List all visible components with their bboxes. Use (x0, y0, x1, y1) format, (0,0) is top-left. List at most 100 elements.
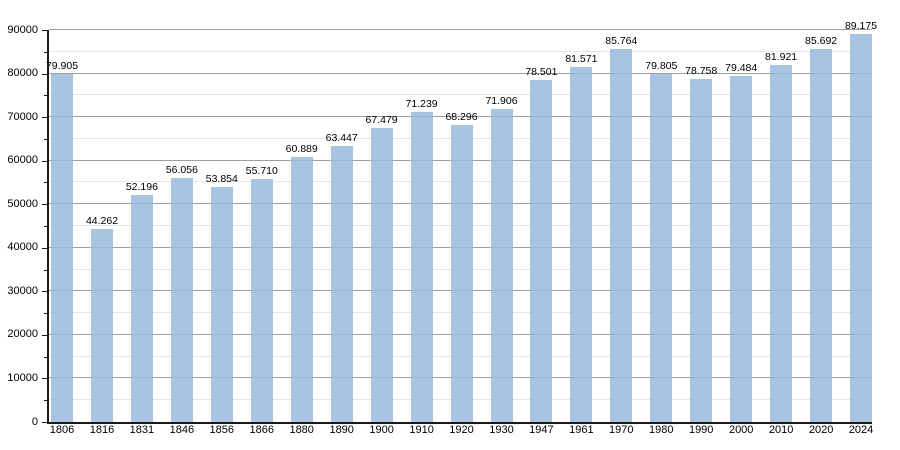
y-minor-tick (44, 95, 49, 97)
bar-value-label: 68.296 (445, 110, 478, 123)
bar (410, 111, 433, 422)
bar-value-label: 79.805 (645, 60, 678, 73)
x-axis-tick-label: 1866 (249, 424, 275, 436)
x-axis-tick-label: 1890 (329, 424, 354, 436)
bar-value-label: 89.175 (844, 19, 878, 32)
bar (250, 179, 273, 422)
y-minor-tick (44, 400, 49, 402)
y-major-tick (42, 247, 49, 249)
bar-value-label: 85.692 (805, 34, 838, 47)
y-axis-tick-label: 70000 (7, 110, 38, 123)
x-axis-tick-label: 1970 (609, 424, 634, 436)
bar-value-label: 63.447 (325, 131, 358, 144)
y-minor-tick (44, 269, 49, 271)
major-gridline (49, 72, 872, 74)
y-minor-tick (44, 182, 49, 184)
y-axis-tick-label: 40000 (7, 241, 38, 254)
bar (650, 74, 673, 422)
x-axis-tick-label: 2000 (728, 424, 754, 436)
y-minor-tick (44, 356, 49, 358)
minor-gridline (49, 94, 872, 96)
y-minor-tick (44, 138, 49, 140)
bar (210, 187, 233, 422)
bar (51, 74, 73, 422)
bar (690, 79, 713, 422)
x-axis-tick-label: 1806 (49, 424, 75, 436)
y-major-tick (42, 291, 49, 293)
bar-value-label: 56.056 (165, 163, 198, 176)
bar-value-label: 78.758 (685, 65, 718, 77)
bar-value-label: 53.854 (205, 173, 238, 186)
bar-value-label: 71.906 (485, 94, 518, 107)
bar-value-label: 71.239 (405, 97, 438, 110)
bar (610, 48, 633, 422)
y-axis-tick-label: 80000 (7, 67, 38, 80)
y-minor-tick (44, 226, 49, 227)
y-major-tick (42, 30, 49, 31)
y-axis-tick-label: 20000 (7, 328, 38, 341)
bar-value-label: 52.196 (125, 180, 158, 193)
x-axis-line (47, 422, 872, 424)
x-axis-tick-label: 1961 (569, 424, 594, 436)
x-axis-tick-label: 1947 (529, 424, 554, 436)
y-major-tick (42, 117, 49, 119)
x-axis-tick-label: 1900 (369, 424, 394, 436)
x-axis-tick-label: 1990 (688, 424, 714, 436)
x-axis-tick-label: 1831 (129, 424, 155, 436)
x-axis-tick-label: 1910 (409, 424, 434, 436)
y-axis-tick-label: 50000 (7, 197, 38, 210)
y-axis-tick-label: 10000 (7, 371, 38, 384)
y-axis-tick-label: 90000 (7, 23, 38, 36)
x-axis-tick-label: 2010 (768, 424, 794, 436)
y-major-tick (42, 334, 49, 336)
bar (290, 156, 313, 422)
bar-value-label: 67.479 (365, 114, 398, 127)
bar (330, 145, 353, 422)
bar (770, 65, 793, 422)
bar-value-label: 79.905 (45, 60, 79, 72)
bar (850, 33, 872, 422)
y-minor-tick (44, 51, 49, 53)
y-major-tick (42, 422, 49, 423)
bar (370, 128, 393, 422)
x-axis-tick-label: 1930 (489, 424, 514, 436)
bar-value-label: 81.571 (565, 52, 598, 65)
bar (170, 177, 193, 422)
y-axis-line (47, 30, 49, 424)
y-axis-tick-label: 60000 (7, 154, 38, 167)
bar-value-label: 60.889 (285, 142, 318, 155)
bar (530, 80, 553, 422)
x-axis-tick-label: 1846 (169, 424, 195, 436)
y-major-tick (42, 378, 49, 380)
x-axis-tick-label: 2020 (808, 424, 834, 436)
bar (91, 229, 113, 422)
x-axis-tick-label: 1816 (89, 424, 115, 436)
bar (730, 75, 753, 422)
y-major-tick (42, 160, 49, 162)
bar-value-label: 81.921 (765, 51, 798, 64)
y-axis-tick-label: 0 (31, 415, 38, 428)
bar (130, 194, 153, 422)
bar (450, 124, 473, 422)
plot-area: 79.905 44.262 52.196 56.056 53.854 55.710 60.8… (45, 20, 877, 422)
bar (490, 108, 513, 422)
minor-gridline (49, 50, 872, 52)
y-minor-tick (44, 313, 49, 315)
bar-value-label: 55.710 (245, 165, 278, 178)
y-major-tick (42, 73, 49, 75)
x-axis-tick-label: 2024 (848, 424, 874, 436)
y-major-tick (42, 204, 49, 206)
bar (810, 48, 833, 422)
major-gridline (49, 29, 872, 30)
bar-value-label: 79.484 (725, 61, 758, 74)
bar-value-label: 78.501 (525, 66, 558, 79)
y-axis-tick-label: 30000 (7, 284, 38, 297)
x-axis-tick-label: 1920 (449, 424, 474, 436)
x-axis-tick-label: 1880 (289, 424, 314, 436)
x-axis-tick-label: 1980 (649, 424, 674, 436)
bar (570, 66, 593, 422)
bar-value-label: 44.262 (85, 215, 119, 228)
major-gridline (49, 116, 872, 118)
bar-value-label: 85.764 (605, 34, 638, 47)
